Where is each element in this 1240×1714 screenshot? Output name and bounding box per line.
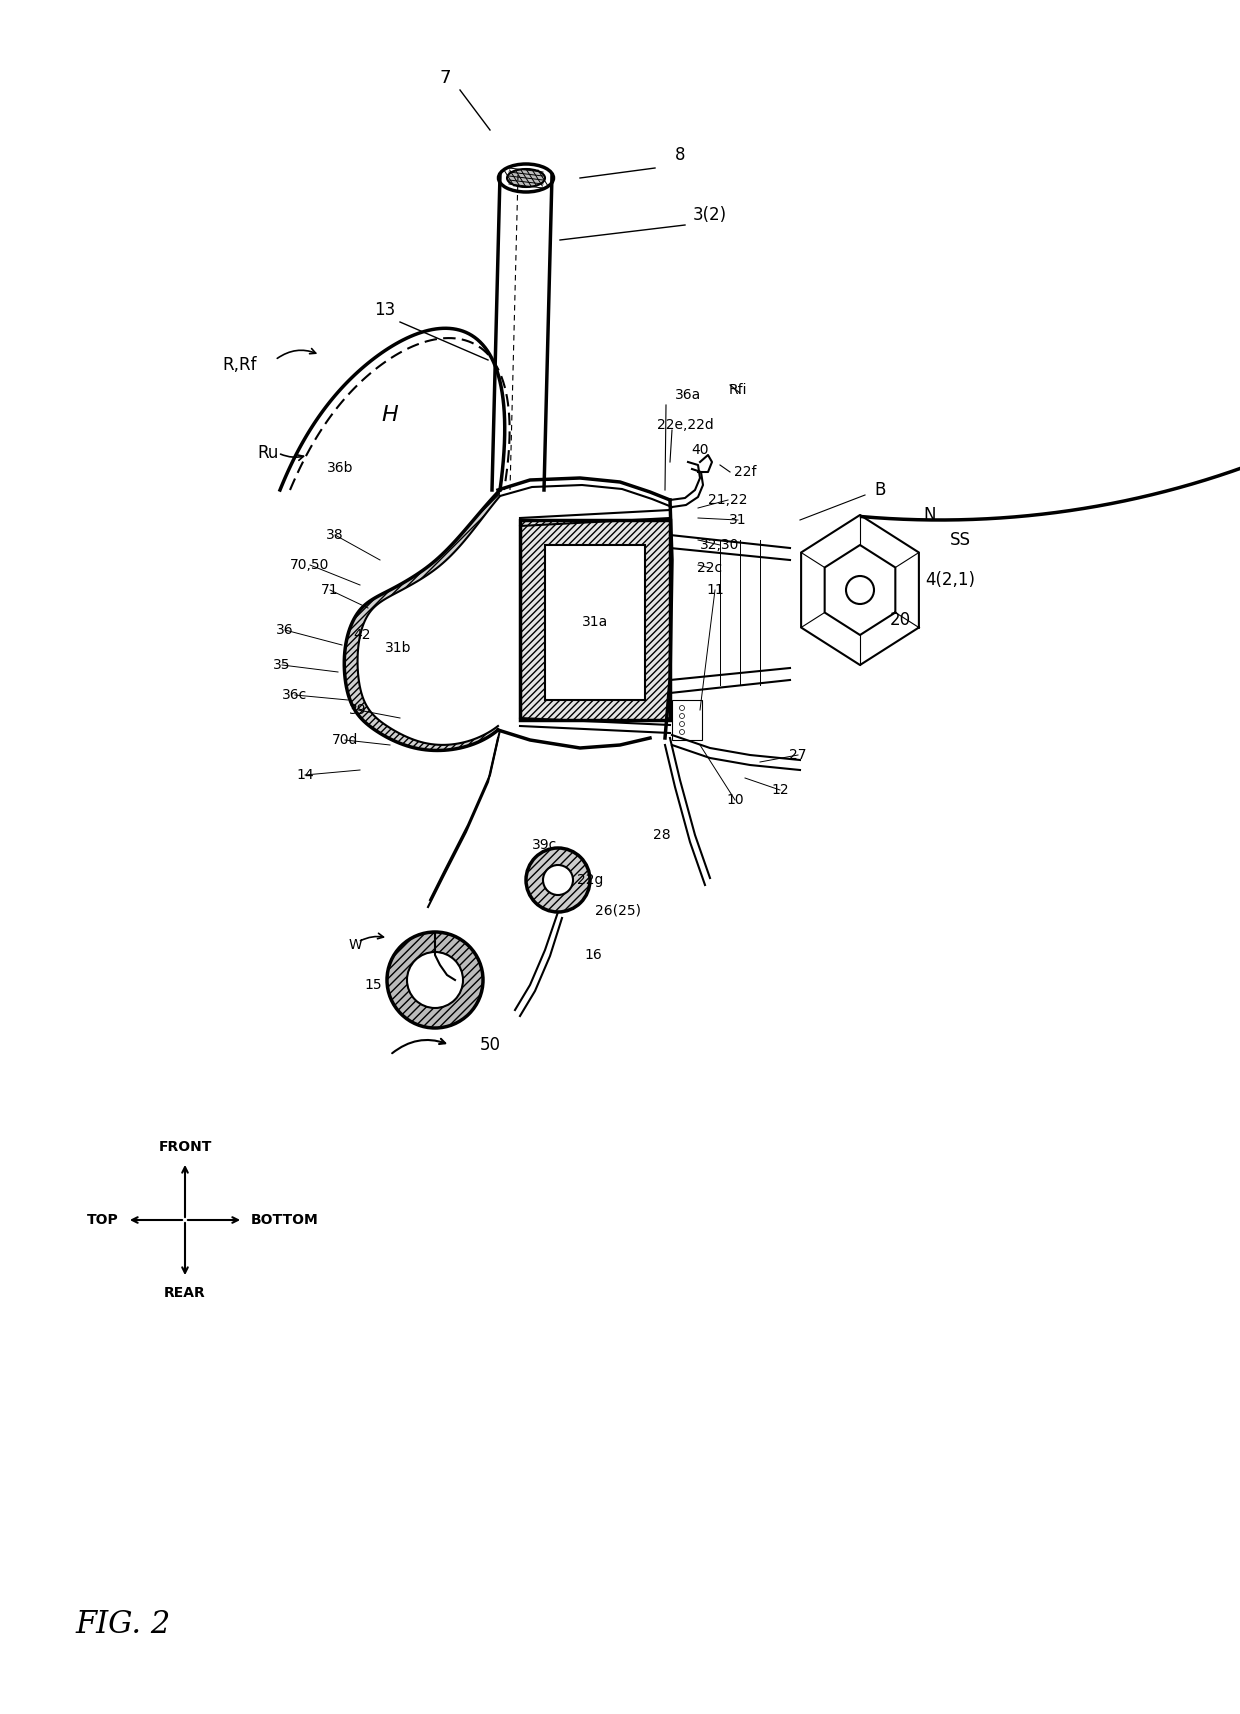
Circle shape: [526, 848, 590, 912]
Text: 31a: 31a: [582, 615, 608, 629]
Text: 11: 11: [706, 583, 724, 596]
Text: 28: 28: [653, 828, 671, 842]
Text: 21,22: 21,22: [708, 494, 748, 507]
Text: 50: 50: [480, 1035, 501, 1054]
Text: Rfi: Rfi: [729, 382, 748, 398]
Text: SS: SS: [950, 531, 971, 548]
Text: 4(2,1): 4(2,1): [925, 571, 975, 590]
Text: 31: 31: [729, 512, 746, 526]
Text: 36a: 36a: [675, 387, 701, 403]
Text: 22c: 22c: [697, 560, 723, 574]
Bar: [520, 519, 670, 720]
Text: 22f: 22f: [734, 464, 756, 478]
Text: 36: 36: [277, 622, 294, 638]
Text: 35: 35: [273, 658, 290, 672]
Text: 70,50: 70,50: [290, 559, 330, 572]
Text: R,Rf: R,Rf: [223, 357, 257, 374]
Circle shape: [846, 576, 874, 603]
Text: 12: 12: [771, 783, 789, 797]
Text: 3(2): 3(2): [693, 206, 727, 225]
Text: 38: 38: [326, 528, 343, 542]
Text: 39: 39: [350, 703, 367, 716]
Polygon shape: [345, 490, 500, 751]
Text: 8: 8: [675, 146, 686, 165]
Text: 15: 15: [365, 979, 382, 992]
Bar: [546, 545, 645, 699]
Circle shape: [407, 951, 463, 1008]
Text: 22e,22d: 22e,22d: [657, 418, 713, 432]
Text: FRONT: FRONT: [159, 1140, 212, 1154]
Text: H: H: [382, 405, 398, 425]
Ellipse shape: [507, 170, 546, 187]
Text: 42: 42: [353, 627, 371, 643]
Text: 71: 71: [321, 583, 339, 596]
Bar: [520, 519, 670, 720]
Text: 40: 40: [691, 442, 709, 458]
Text: 20: 20: [889, 610, 910, 629]
Circle shape: [387, 932, 484, 1028]
Text: 39c: 39c: [532, 838, 558, 852]
Text: 10: 10: [727, 794, 744, 807]
Text: N: N: [924, 506, 936, 524]
Text: 31b: 31b: [384, 641, 412, 655]
Circle shape: [543, 866, 573, 895]
Text: TOP: TOP: [87, 1214, 119, 1227]
Text: 36b: 36b: [327, 461, 353, 475]
Text: BOTTOM: BOTTOM: [250, 1214, 319, 1227]
Text: 36c: 36c: [283, 687, 308, 703]
Ellipse shape: [498, 165, 553, 192]
Text: 13: 13: [374, 302, 396, 319]
Text: 14: 14: [296, 768, 314, 782]
Text: 7: 7: [439, 69, 451, 87]
Text: 22g: 22g: [577, 872, 603, 888]
Text: 16: 16: [584, 948, 601, 962]
Text: B: B: [874, 482, 885, 499]
Bar: [672, 699, 702, 740]
Text: REAR: REAR: [164, 1286, 206, 1299]
Text: 26(25): 26(25): [595, 903, 641, 917]
Text: Ru: Ru: [258, 444, 279, 463]
Text: W: W: [348, 938, 362, 951]
Text: 32,30: 32,30: [701, 538, 740, 552]
Text: 27: 27: [789, 747, 807, 763]
Text: FIG. 2: FIG. 2: [74, 1609, 170, 1640]
Text: 70d: 70d: [332, 734, 358, 747]
